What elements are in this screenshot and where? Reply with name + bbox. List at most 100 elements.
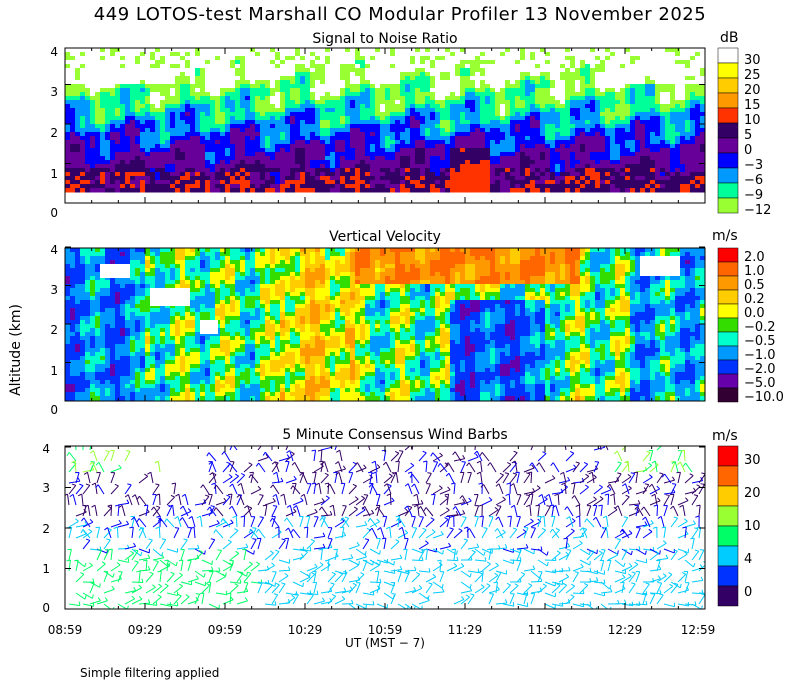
heatmap-cell — [535, 132, 541, 137]
heatmap-cell — [145, 184, 151, 189]
heatmap-cell — [305, 152, 311, 157]
heatmap-cell — [75, 72, 81, 77]
heatmap-cell — [495, 160, 501, 165]
heatmap-cell — [640, 64, 646, 69]
heatmap-cell — [140, 144, 146, 149]
heatmap-cell — [95, 60, 101, 65]
heatmap-cell — [330, 100, 336, 105]
heatmap-cell — [645, 148, 651, 153]
heatmap-cell — [105, 336, 111, 341]
heatmap-cell — [295, 72, 301, 77]
heatmap-cell — [115, 120, 121, 125]
heatmap-cell — [95, 144, 101, 149]
heatmap-cell — [695, 112, 701, 117]
heatmap-cell — [255, 48, 261, 53]
heatmap-cell — [490, 116, 496, 121]
heatmap-cell — [320, 60, 326, 65]
heatmap-cell — [415, 116, 421, 121]
heatmap-cell — [350, 56, 356, 61]
heatmap-cell — [195, 172, 201, 177]
heatmap-cell — [325, 128, 331, 133]
heatmap-cell — [420, 164, 426, 169]
heatmap-cell — [140, 100, 146, 105]
heatmap-cell — [95, 52, 101, 57]
heatmap-cell — [80, 156, 86, 161]
heatmap-cell — [615, 156, 621, 161]
heatmap-cell — [515, 152, 521, 157]
heatmap-cell — [500, 124, 506, 129]
heatmap-cell — [210, 76, 216, 81]
heatmap-cell — [420, 120, 426, 125]
heatmap-cell — [235, 48, 241, 53]
heatmap-cell — [605, 188, 611, 193]
heatmap-cell — [390, 168, 396, 173]
heatmap-cell — [330, 112, 336, 117]
heatmap-cell — [190, 100, 196, 105]
heatmap-cell — [105, 136, 111, 141]
heatmap-cell — [80, 176, 86, 181]
heatmap-cell — [635, 84, 641, 89]
heatmap-cell — [90, 320, 96, 325]
heatmap-cell — [575, 132, 581, 137]
heatmap-cell — [415, 100, 421, 105]
heatmap-cell — [315, 176, 321, 181]
heatmap-cell — [480, 120, 486, 125]
heatmap-cell — [310, 84, 316, 89]
heatmap-cell — [70, 100, 76, 105]
heatmap-cell — [155, 92, 161, 97]
heatmap-cell — [190, 172, 196, 177]
heatmap-cell — [525, 188, 531, 193]
heatmap-cell — [85, 276, 91, 281]
heatmap-cell — [675, 152, 681, 157]
heatmap-cell — [590, 60, 596, 65]
heatmap-cell — [250, 108, 256, 113]
heatmap-cell — [95, 340, 101, 345]
heatmap-cell — [85, 356, 91, 361]
heatmap-cell — [465, 152, 471, 157]
heatmap-cell — [225, 168, 231, 173]
heatmap-cell — [650, 52, 656, 57]
heatmap-cell — [635, 52, 641, 57]
heatmap-cell — [270, 76, 276, 81]
heatmap-cell — [160, 164, 166, 169]
heatmap-cell — [470, 132, 476, 137]
heatmap-cell — [100, 132, 106, 137]
heatmap-cell — [365, 172, 371, 177]
heatmap-cell — [425, 108, 431, 113]
heatmap-cell — [415, 136, 421, 141]
heatmap-cell — [185, 124, 191, 129]
heatmap-cell — [540, 108, 546, 113]
heatmap-cell — [505, 172, 511, 177]
heatmap-cell — [310, 132, 316, 137]
heatmap-cell — [280, 148, 286, 153]
heatmap-cell — [160, 172, 166, 177]
heatmap-cell — [105, 248, 111, 253]
heatmap-cell — [665, 160, 671, 165]
heatmap-cell — [360, 84, 366, 89]
heatmap-cell — [640, 112, 646, 117]
heatmap-cell — [635, 128, 641, 133]
heatmap-cell — [85, 376, 91, 381]
heatmap-cell — [85, 352, 91, 357]
heatmap-cell — [80, 184, 86, 189]
heatmap-cell — [660, 156, 666, 161]
heatmap-cell — [395, 88, 401, 93]
heatmap-cell — [90, 276, 96, 281]
heatmap-cell — [275, 148, 281, 153]
heatmap-cell — [220, 140, 226, 145]
heatmap-cell — [70, 352, 76, 357]
heatmap-cell — [410, 148, 416, 153]
heatmap-cell — [70, 144, 76, 149]
heatmap-cell — [390, 136, 396, 141]
heatmap-cell — [305, 68, 311, 73]
heatmap-cell — [630, 176, 636, 181]
heatmap-cell — [220, 100, 226, 105]
heatmap-cell — [145, 176, 151, 181]
heatmap-cell — [210, 124, 216, 129]
heatmap-cell — [455, 140, 461, 145]
heatmap-cell — [235, 160, 241, 165]
heatmap-cell — [580, 84, 586, 89]
heatmap-cell — [510, 100, 516, 105]
heatmap-cell — [170, 176, 176, 181]
heatmap-cell — [685, 112, 691, 117]
